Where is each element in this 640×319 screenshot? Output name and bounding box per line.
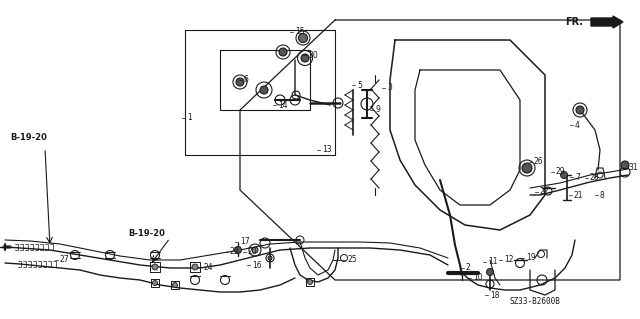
Circle shape xyxy=(260,86,268,94)
Circle shape xyxy=(522,163,532,173)
Circle shape xyxy=(298,33,307,42)
Text: 29: 29 xyxy=(556,167,566,176)
Circle shape xyxy=(576,106,584,114)
Text: B-19-20: B-19-20 xyxy=(10,133,47,143)
Circle shape xyxy=(173,283,177,287)
Text: 13: 13 xyxy=(322,145,332,154)
Text: 12: 12 xyxy=(504,256,513,264)
Text: 21: 21 xyxy=(574,190,584,199)
Text: 22: 22 xyxy=(540,188,550,197)
FancyArrow shape xyxy=(591,16,623,28)
Circle shape xyxy=(307,279,312,285)
Text: 14: 14 xyxy=(278,100,287,109)
Circle shape xyxy=(252,247,258,253)
Text: 17: 17 xyxy=(240,238,250,247)
Text: 23: 23 xyxy=(230,248,239,256)
Text: 6: 6 xyxy=(244,76,249,85)
Text: 28: 28 xyxy=(590,174,600,182)
Circle shape xyxy=(234,247,241,254)
Text: 24: 24 xyxy=(203,263,212,271)
Circle shape xyxy=(268,256,272,260)
Text: 3: 3 xyxy=(387,84,392,93)
Text: 4: 4 xyxy=(575,121,580,130)
Text: 1: 1 xyxy=(187,114,192,122)
Text: 7: 7 xyxy=(575,173,580,182)
Text: 26: 26 xyxy=(534,158,543,167)
Circle shape xyxy=(561,172,568,179)
Text: 11: 11 xyxy=(488,257,497,266)
Text: B-19-20: B-19-20 xyxy=(128,228,165,238)
Text: SZ33-B2600B: SZ33-B2600B xyxy=(510,298,561,307)
Text: 9: 9 xyxy=(375,106,380,115)
Circle shape xyxy=(279,48,287,56)
Circle shape xyxy=(192,264,198,270)
Text: 18: 18 xyxy=(490,291,499,300)
Circle shape xyxy=(486,269,493,276)
Text: 31: 31 xyxy=(628,164,637,173)
Text: 5: 5 xyxy=(357,80,362,90)
Text: FR.: FR. xyxy=(565,17,583,27)
Circle shape xyxy=(152,264,158,270)
Text: 20: 20 xyxy=(248,248,258,256)
Circle shape xyxy=(152,280,157,286)
Text: 10: 10 xyxy=(473,273,483,283)
Circle shape xyxy=(301,54,309,62)
Text: 2: 2 xyxy=(466,263,471,272)
Text: 15: 15 xyxy=(295,27,305,36)
Text: 27: 27 xyxy=(60,256,70,264)
Text: 8: 8 xyxy=(600,190,605,199)
Text: 19: 19 xyxy=(526,254,536,263)
Circle shape xyxy=(621,161,629,169)
Text: 25: 25 xyxy=(347,256,356,264)
Circle shape xyxy=(236,78,244,86)
Text: 16: 16 xyxy=(252,261,262,270)
Text: 30: 30 xyxy=(308,50,317,60)
